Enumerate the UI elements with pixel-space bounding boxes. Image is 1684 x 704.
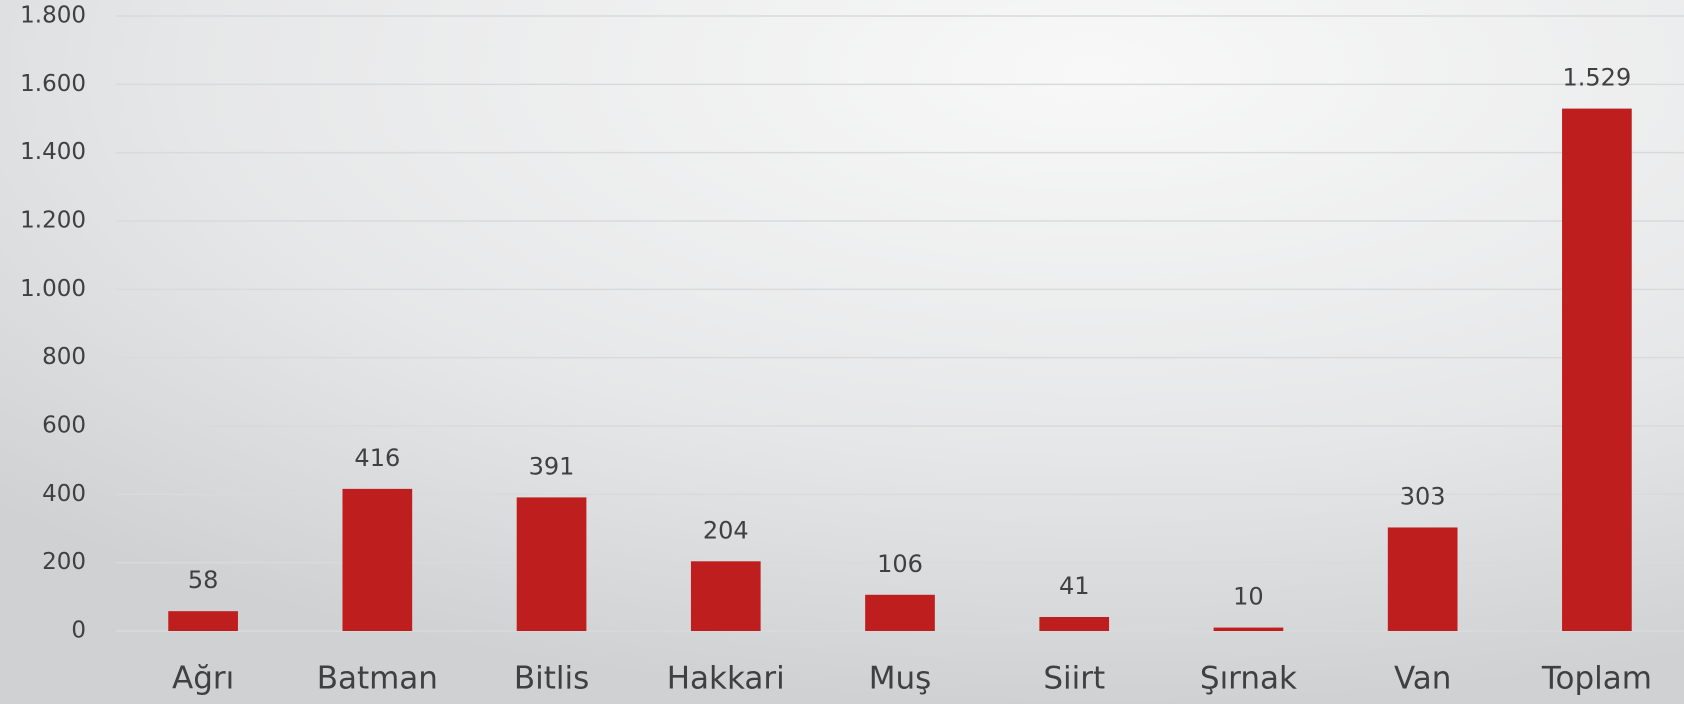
x-tick-label: Batman	[317, 661, 438, 697]
bar	[690, 561, 761, 631]
y-tick-label: 1.200	[20, 208, 86, 234]
x-tick-label: Toplam	[1541, 661, 1652, 697]
y-tick-label: 1.000	[20, 276, 86, 302]
bar	[516, 497, 587, 631]
y-tick-label: 600	[42, 413, 86, 439]
x-tick-label: Van	[1394, 661, 1451, 697]
data-label: 204	[703, 516, 749, 544]
data-label: 41	[1059, 572, 1090, 600]
bar	[865, 594, 935, 631]
bar	[168, 611, 238, 631]
bar	[1213, 627, 1284, 631]
x-tick-label: Hakkari	[667, 661, 785, 697]
data-label: 391	[529, 452, 575, 480]
y-tick-label: 1.600	[20, 71, 86, 97]
x-tick-label: Muş	[869, 661, 932, 697]
data-label: 106	[877, 550, 923, 578]
data-label: 10	[1233, 583, 1264, 611]
x-tick-label: Siirt	[1043, 661, 1105, 697]
x-tick-label: Şırnak	[1200, 661, 1297, 697]
data-label: 303	[1400, 482, 1446, 510]
bar	[342, 488, 413, 631]
data-label: 1.529	[1563, 64, 1632, 92]
y-tick-label: 800	[42, 344, 86, 370]
data-label: 416	[354, 444, 400, 472]
y-tick-label: 200	[42, 549, 86, 575]
y-tick-label: 1.400	[20, 139, 86, 165]
x-tick-label: Bitlis	[514, 661, 589, 697]
y-tick-label: 0	[71, 618, 86, 644]
y-tick-label: 400	[42, 481, 86, 507]
bar	[1039, 616, 1110, 631]
y-tick-label: 1.800	[20, 3, 86, 29]
bar	[1387, 527, 1458, 631]
data-label: 58	[188, 566, 219, 594]
x-tick-label: Ağrı	[172, 661, 234, 697]
bar	[1562, 108, 1632, 631]
